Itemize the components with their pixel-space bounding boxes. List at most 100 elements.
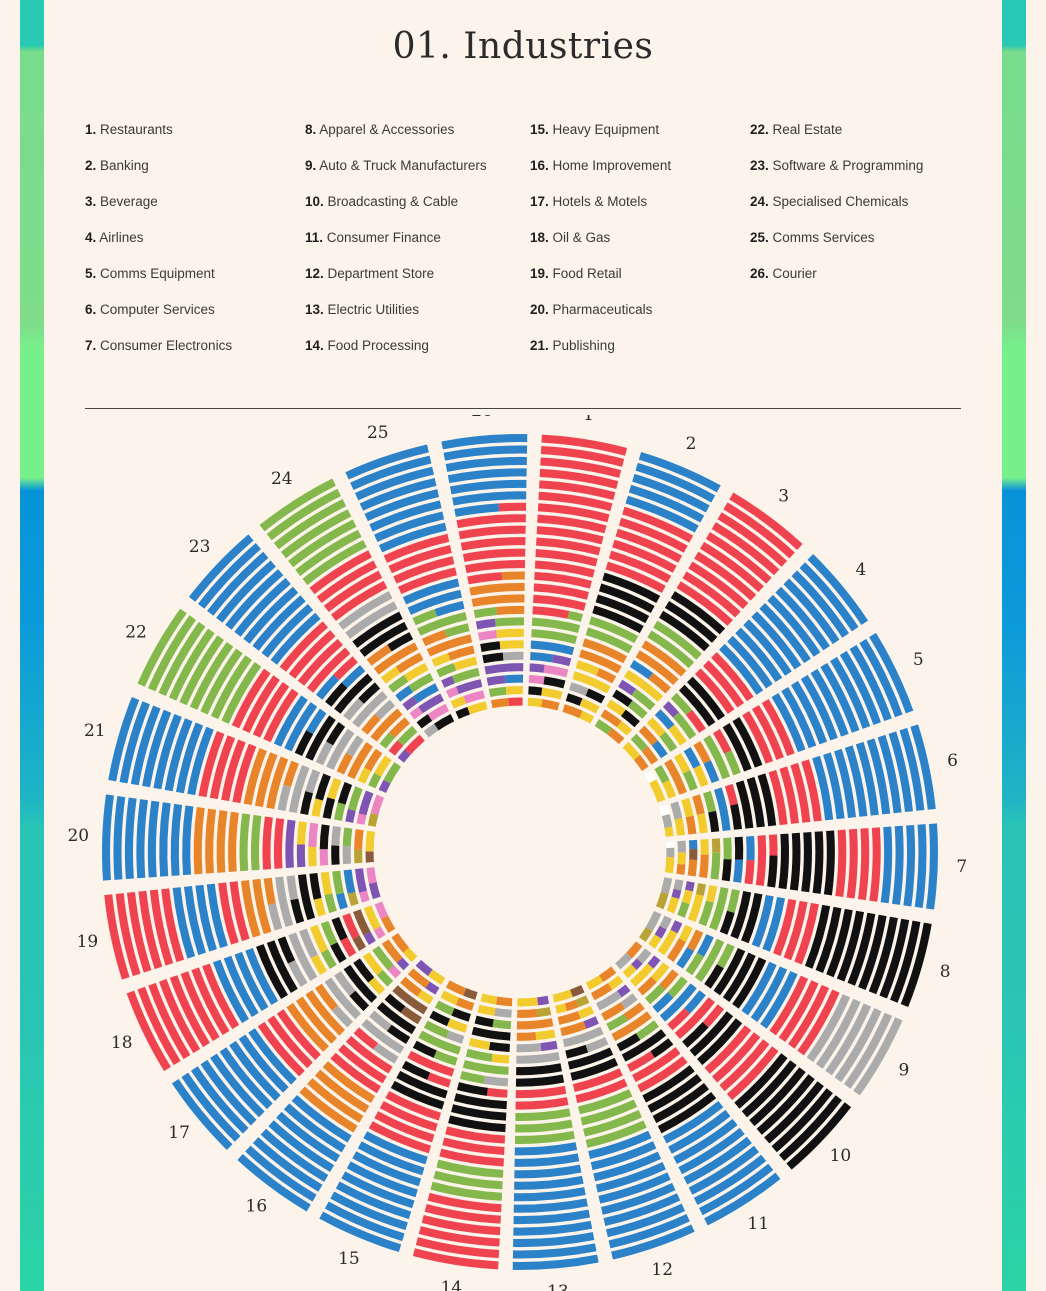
chart-sector-18[interactable]	[126, 901, 396, 1072]
chart-segment	[735, 627, 783, 683]
chart-segment	[512, 1254, 599, 1270]
chart-sector-15[interactable]	[319, 980, 478, 1253]
chart-segment	[527, 697, 543, 708]
chart-sector-11[interactable]	[585, 966, 781, 1226]
legend-item-label: Airlines	[96, 230, 144, 245]
chart-segment	[734, 836, 744, 860]
chart-segment	[653, 620, 702, 660]
chart-segment	[585, 1120, 647, 1148]
chart-sector-23[interactable]	[188, 534, 425, 763]
chart-sector-26[interactable]	[441, 434, 528, 709]
sector-label-8: 8	[940, 962, 951, 982]
chart-segment	[569, 985, 585, 998]
chart-segment	[223, 955, 259, 1018]
chart-segment	[612, 689, 633, 707]
chart-segment	[454, 1093, 507, 1110]
chart-sector-25[interactable]	[345, 444, 488, 719]
legend-item-number: 22.	[750, 122, 769, 137]
chart-segment	[768, 834, 778, 856]
chart-sector-8[interactable]	[655, 877, 932, 1008]
chart-segment	[732, 957, 767, 1009]
chart-segment	[451, 1104, 507, 1121]
legend-item-number: 7.	[85, 338, 97, 353]
chart-sector-1[interactable]	[527, 434, 628, 711]
chart-segment	[709, 887, 729, 931]
chart-segment	[694, 938, 725, 982]
chart-sector-20[interactable]	[102, 794, 375, 881]
chart-segment	[379, 732, 395, 749]
legend-item-number: 2.	[85, 158, 97, 173]
sector-label-16: 16	[246, 1196, 268, 1216]
chart-sector-9[interactable]	[639, 911, 903, 1096]
chart-segment	[330, 580, 388, 621]
chart-segment	[369, 500, 442, 532]
chart-segment	[616, 1033, 641, 1052]
chart-segment	[791, 680, 828, 745]
chart-segment	[465, 1048, 493, 1062]
chart-segment	[834, 1007, 882, 1083]
chart-segment	[218, 882, 239, 945]
chart-segment	[147, 800, 160, 878]
chart-segment	[393, 556, 455, 584]
chart-sector-24[interactable]	[259, 478, 455, 738]
legend-column-3: 15. Heavy Equipment 16. Home Improvement 1…	[530, 112, 750, 364]
chart-segment	[447, 468, 527, 484]
chart-segment	[353, 958, 375, 983]
chart-segment	[543, 676, 566, 689]
chart-segment	[390, 1080, 445, 1110]
chart-segment	[600, 709, 622, 728]
chart-segment	[517, 997, 539, 1007]
chart-segment	[480, 993, 498, 1005]
legend-item-label: Heavy Equipment	[548, 122, 660, 137]
chart-segment	[760, 971, 798, 1029]
chart-segment	[683, 747, 701, 769]
chart-segment	[358, 682, 381, 704]
chart-sector-19[interactable]	[104, 867, 381, 980]
chart-sector-17[interactable]	[171, 933, 418, 1150]
chart-segment	[686, 676, 725, 721]
chart-segment	[577, 1005, 595, 1019]
chart-segment	[541, 687, 563, 700]
chart-segment	[368, 882, 381, 900]
chart-segment	[373, 926, 386, 939]
chart-sector-2[interactable]	[562, 451, 721, 724]
sector-label-11: 11	[747, 1214, 769, 1234]
chart-segment	[688, 561, 749, 610]
chart-segment	[104, 894, 130, 980]
chart-sector-14[interactable]	[412, 993, 513, 1270]
chart-segment	[331, 825, 341, 846]
chart-segment	[620, 993, 638, 1009]
chart-sector-7[interactable]	[665, 823, 938, 910]
chart-segment	[681, 889, 693, 904]
sector-label-22: 22	[125, 623, 147, 643]
chart-segment	[373, 642, 419, 675]
chart-sector-3[interactable]	[594, 492, 803, 745]
legend-column-1: 1. Restaurants 2. Banking 3. Beverage 4. Ai…	[85, 112, 305, 364]
chart-segment	[426, 634, 473, 657]
chart-sector-21[interactable]	[108, 696, 385, 827]
chart-segment	[171, 1078, 233, 1150]
chart-segment	[498, 502, 527, 512]
chart-sector-5[interactable]	[644, 632, 914, 803]
chart-sector-4[interactable]	[622, 554, 869, 771]
chart-sector-12[interactable]	[552, 985, 695, 1260]
chart-sector-16[interactable]	[237, 959, 446, 1212]
chart-segment	[660, 877, 673, 895]
chart-segment	[407, 968, 430, 989]
chart-sector-13[interactable]	[512, 995, 599, 1270]
chart-segment	[195, 884, 217, 952]
chart-sector-10[interactable]	[615, 941, 852, 1170]
chart-segment	[666, 938, 686, 962]
chart-segment	[664, 759, 687, 795]
chart-segment	[666, 847, 675, 858]
chart-segment	[308, 822, 319, 847]
chart-sector-22[interactable]	[137, 608, 401, 793]
chart-segment	[647, 955, 661, 969]
chart-segment	[421, 629, 448, 647]
chart-segment	[537, 514, 607, 534]
chart-segment	[169, 975, 210, 1048]
chart-segment	[306, 708, 327, 735]
chart-segment	[373, 1043, 399, 1064]
chart-sector-6[interactable]	[659, 724, 936, 837]
chart-segment	[442, 1137, 505, 1156]
